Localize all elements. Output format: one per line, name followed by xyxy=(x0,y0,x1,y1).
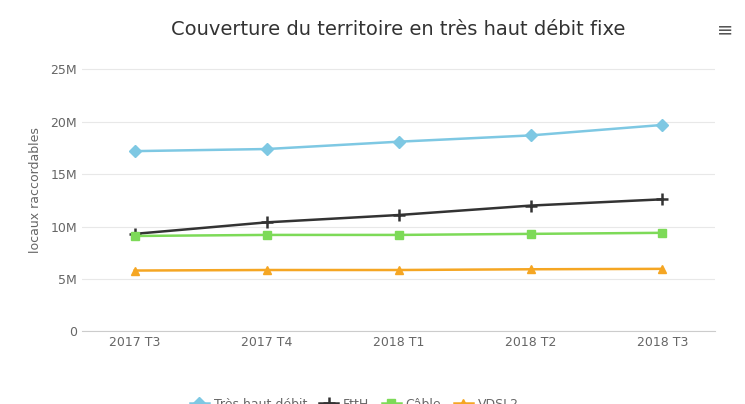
Text: ≡: ≡ xyxy=(717,20,734,39)
VDSL2 xyxy=(394,267,403,272)
Très haut débit xyxy=(658,122,667,127)
Y-axis label: locaux raccordables: locaux raccordables xyxy=(29,127,42,253)
Très haut débit xyxy=(526,133,535,138)
Line: Câble: Câble xyxy=(130,229,667,240)
FttH xyxy=(658,197,667,202)
Très haut débit xyxy=(262,147,271,152)
VDSL2 xyxy=(658,266,667,271)
FttH xyxy=(130,231,139,236)
VDSL2 xyxy=(262,267,271,272)
Très haut débit xyxy=(394,139,403,144)
FttH xyxy=(394,213,403,217)
Line: Très haut débit: Très haut débit xyxy=(130,121,667,155)
Câble xyxy=(262,232,271,237)
Line: VDSL2: VDSL2 xyxy=(130,265,667,275)
Câble xyxy=(658,230,667,235)
FttH xyxy=(526,203,535,208)
Line: FttH: FttH xyxy=(129,194,668,240)
VDSL2 xyxy=(130,268,139,273)
Très haut débit xyxy=(130,149,139,154)
Câble xyxy=(130,234,139,238)
Câble xyxy=(394,232,403,237)
FttH xyxy=(262,220,271,225)
Legend: Très haut débit, FttH, Câble, VDSL2: Très haut débit, FttH, Câble, VDSL2 xyxy=(185,393,524,404)
Câble xyxy=(526,231,535,236)
Title: Couverture du territoire en très haut débit fixe: Couverture du territoire en très haut dé… xyxy=(171,19,626,39)
VDSL2 xyxy=(526,267,535,272)
